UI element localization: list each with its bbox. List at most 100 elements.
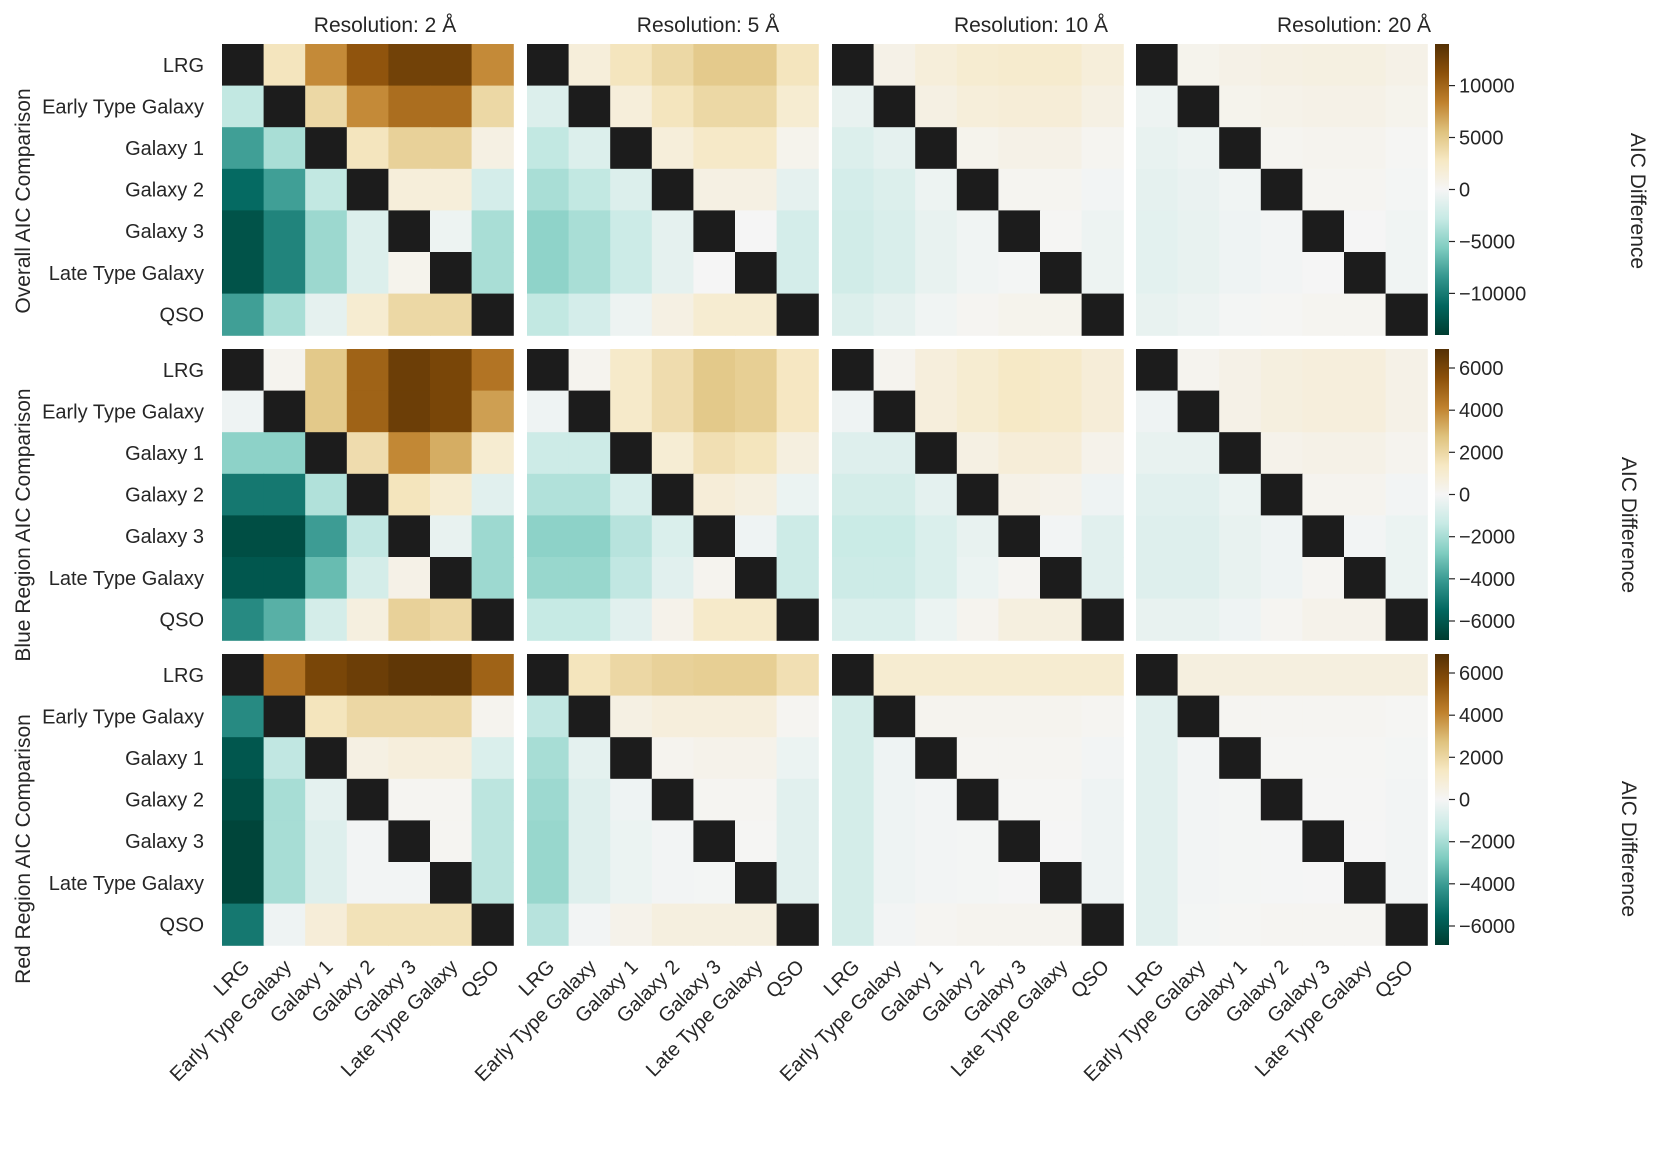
heatmap-cell: [693, 473, 736, 516]
heatmap-cell: [527, 293, 570, 336]
heatmap-cell: [693, 778, 736, 821]
heatmap-cell: [651, 168, 694, 211]
heatmap-cell: [388, 390, 431, 433]
heatmap-cell: [527, 252, 570, 295]
heatmap-cell: [651, 515, 694, 558]
y-tick-label-early-type-galaxy: Early Type Galaxy: [42, 96, 204, 118]
column-title-res-20: Resolution: 20 Å: [1277, 14, 1431, 37]
heatmap-cell: [527, 473, 570, 516]
heatmap-cell: [832, 390, 875, 433]
heatmap-cell: [610, 737, 653, 780]
heatmap-cell: [346, 85, 389, 128]
heatmap-cell: [1302, 168, 1345, 211]
heatmap-cell: [873, 903, 916, 946]
y-tick-label-galaxy-1: Galaxy 1: [125, 748, 204, 770]
heatmap-cell: [430, 862, 473, 905]
heatmap-cell: [1385, 252, 1428, 295]
heatmap-cell: [1302, 44, 1345, 87]
heatmap-cell: [1219, 737, 1262, 780]
heatmap-cell: [263, 903, 306, 946]
heatmap-cell: [693, 168, 736, 211]
heatmap-cell: [832, 293, 875, 336]
heatmap-cell: [693, 44, 736, 87]
heatmap-cell: [998, 44, 1041, 87]
heatmap-cell: [998, 862, 1041, 905]
heatmap-cell: [1081, 293, 1124, 336]
heatmap-cell: [263, 473, 306, 516]
heatmap-cell: [430, 127, 473, 170]
heatmap-cell: [1177, 432, 1220, 475]
heatmap-cell: [1385, 557, 1428, 600]
heatmap-cell: [1385, 903, 1428, 946]
heatmap-cell: [1081, 252, 1124, 295]
heatmap-cell: [1177, 737, 1220, 780]
heatmap-cell: [873, 557, 916, 600]
heatmap-cell: [527, 737, 570, 780]
heatmap-cell: [735, 695, 778, 738]
heatmap-cell: [610, 820, 653, 863]
colorbar-tick-label: 0: [1459, 485, 1470, 507]
heatmap-cell: [305, 85, 348, 128]
heatmap-cell: [471, 432, 514, 475]
x-tick-label-qso: QSO: [457, 956, 504, 1003]
heatmap-cell: [1177, 862, 1220, 905]
heatmap-cell: [1081, 778, 1124, 821]
heatmap-cell: [873, 432, 916, 475]
heatmap-cell: [1385, 515, 1428, 558]
heatmap-cell: [1177, 127, 1220, 170]
heatmap-cell: [832, 778, 875, 821]
heatmap-cell: [305, 349, 348, 392]
heatmap-cell: [1385, 210, 1428, 253]
heatmap-cell: [915, 432, 958, 475]
heatmap-cell: [776, 210, 819, 253]
heatmap-cell: [1260, 557, 1303, 600]
heatmap-cell: [693, 432, 736, 475]
heatmap-cell: [1136, 903, 1179, 946]
heatmap-cell: [1344, 598, 1387, 641]
heatmap-cell: [568, 862, 611, 905]
heatmap-cell: [1136, 737, 1179, 780]
heatmap-cell: [693, 85, 736, 128]
heatmap-cell: [998, 695, 1041, 738]
heatmap-cell: [305, 695, 348, 738]
heatmap-cell: [568, 737, 611, 780]
heatmap-cell: [346, 168, 389, 211]
heatmap-cell: [263, 168, 306, 211]
heatmap-cell: [1344, 473, 1387, 516]
heatmap-cell: [651, 127, 694, 170]
heatmap-cell: [1040, 473, 1083, 516]
heatmap-cell: [776, 737, 819, 780]
heatmap-cell: [1177, 44, 1220, 87]
colorbar-tick-label: 4000: [1459, 705, 1504, 727]
heatmap-cell: [430, 293, 473, 336]
heatmap-cell: [1344, 737, 1387, 780]
heatmap-cell: [1177, 473, 1220, 516]
heatmap-cell: [915, 737, 958, 780]
heatmap-cell: [651, 737, 694, 780]
heatmap-cell: [651, 390, 694, 433]
heatmap-panel-1-3: [1136, 349, 1428, 641]
heatmap-cell: [1081, 737, 1124, 780]
heatmap-cell: [1040, 515, 1083, 558]
column-title-res-10: Resolution: 10 Å: [954, 14, 1108, 37]
heatmap-cell: [1344, 654, 1387, 697]
heatmap-cell: [471, 598, 514, 641]
heatmap-cell: [263, 252, 306, 295]
heatmap-cell: [1136, 252, 1179, 295]
heatmap-cell: [873, 390, 916, 433]
heatmap-cell: [873, 293, 916, 336]
heatmap-cell: [735, 515, 778, 558]
heatmap-cell: [1081, 903, 1124, 946]
heatmap-cell: [832, 695, 875, 738]
heatmap-cell: [735, 598, 778, 641]
heatmap-cell: [1344, 127, 1387, 170]
heatmap-cell: [346, 654, 389, 697]
heatmap-cell: [430, 85, 473, 128]
heatmap-cell: [776, 44, 819, 87]
heatmap-cell: [1260, 473, 1303, 516]
heatmap-panel-2-0: [222, 654, 514, 946]
heatmap-cell: [832, 862, 875, 905]
heatmap-cell: [735, 778, 778, 821]
colorbar-tick-label: 4000: [1459, 400, 1504, 422]
heatmap-cell: [873, 598, 916, 641]
